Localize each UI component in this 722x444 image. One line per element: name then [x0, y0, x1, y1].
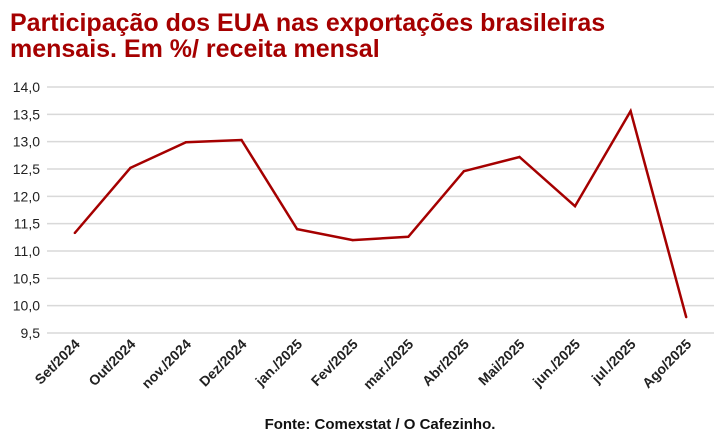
x-tick-label: mar./2025	[360, 336, 417, 393]
data-point	[129, 166, 132, 170]
x-tick-label: Out/2024	[85, 336, 138, 389]
chart-title: Participação dos EUA nas exportações bra…	[10, 9, 606, 63]
data-point	[573, 204, 577, 208]
data-point	[629, 109, 632, 113]
y-tick-label: 10,0	[13, 298, 40, 314]
x-tick-label: Abr/2025	[419, 336, 472, 389]
y-tick-label: 12,5	[13, 161, 40, 177]
y-tick-label: 14,0	[13, 79, 40, 95]
data-point	[73, 231, 76, 235]
x-tick-label: nov./2024	[138, 336, 194, 392]
data-point	[184, 141, 188, 144]
series-line	[73, 107, 688, 318]
source-note: Fonte: Comexstat / O Cafezinho.	[264, 416, 496, 433]
data-point	[240, 138, 243, 142]
x-tick-label: Ago/2025	[639, 336, 694, 391]
data-point	[685, 315, 688, 319]
x-tick-label: Fev/2025	[308, 336, 361, 389]
y-tick-label: 11,5	[14, 216, 40, 232]
x-tick-label: jul./2025	[588, 336, 639, 387]
data-point	[351, 238, 354, 242]
y-tick-label: 13,5	[13, 106, 40, 122]
y-tick-label: 10,5	[13, 270, 40, 286]
y-tick-label: 13,0	[13, 134, 40, 150]
data-point	[462, 169, 466, 173]
data-point	[518, 155, 521, 159]
data-point	[407, 235, 410, 238]
x-tick-label: Dez/2024	[196, 336, 250, 390]
x-tick-label: jan./2025	[251, 336, 305, 390]
x-tick-label: Mai/2025	[475, 336, 528, 389]
y-tick-label: 12,0	[13, 188, 40, 204]
y-tick-label: 11,0	[14, 243, 40, 259]
y-tick-label: 9,5	[21, 325, 41, 341]
x-tick-label: Set/2024	[31, 336, 83, 388]
data-point	[295, 227, 299, 231]
x-tick-label: jun./2025	[529, 336, 584, 391]
